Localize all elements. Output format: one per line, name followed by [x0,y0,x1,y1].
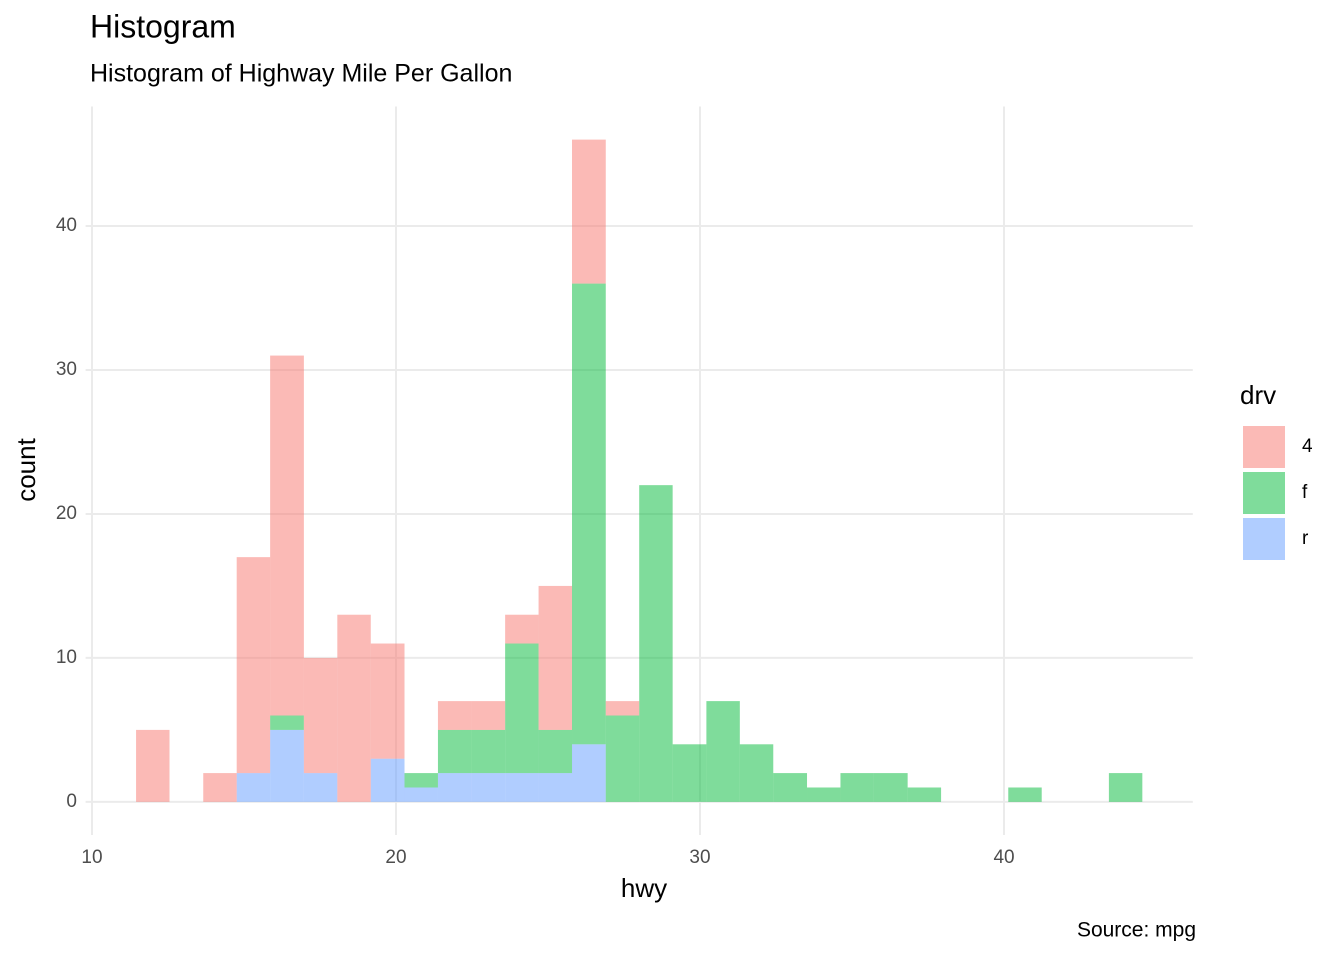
histogram-bar [505,614,539,644]
histogram-bar [1108,773,1143,802]
histogram-bar [538,773,573,802]
y-tick-label: 20 [56,503,77,524]
histogram-bar [672,744,707,802]
legend-key [1243,472,1285,514]
histogram-bar [505,773,539,802]
histogram-bar [437,701,472,730]
histogram-bar [572,744,606,802]
histogram-bar [840,773,874,802]
histogram-bar [572,283,606,745]
histogram-bar [337,614,371,802]
histogram-bar [370,643,405,759]
histogram-bar [437,729,472,774]
histogram-bar [370,758,405,802]
histogram-bar [605,715,640,802]
histogram-bar [538,585,573,730]
histogram-bar [706,701,740,802]
legend-label: r [1302,528,1309,549]
histogram-bar [203,773,237,802]
histogram-bar [572,139,606,284]
legend-key [1243,426,1285,468]
histogram-bar [773,773,808,802]
legend-key [1243,518,1285,560]
y-tick-label: 0 [66,791,77,812]
x-tick-label: 20 [385,847,406,868]
histogram-bar [639,485,673,802]
histogram-bar [1008,787,1042,802]
histogram-bar [404,787,438,802]
histogram-bar [404,773,438,788]
x-axis-title: hwy [621,873,667,903]
histogram-bar [303,657,338,774]
histogram-bar [236,773,271,802]
histogram-bar [605,701,640,716]
y-tick-label: 40 [56,215,77,236]
histogram-bar [236,557,271,774]
y-tick-label: 10 [56,647,77,668]
histogram-bar [907,787,942,802]
histogram-bar [471,773,506,802]
y-tick-label: 30 [56,359,77,380]
chart-subtitle: Histogram of Highway Mile Per Gallon [90,60,512,88]
chart-title: Histogram [90,8,236,44]
x-tick-label: 30 [689,847,710,868]
histogram-bar [136,729,170,802]
histogram-bar [270,355,304,716]
histogram-bar [538,729,573,774]
histogram-bar [270,715,304,730]
histogram-bar [471,729,506,774]
histogram-bar [807,787,841,802]
x-tick-label: 40 [993,847,1014,868]
caption: Source: mpg [1077,919,1196,942]
x-tick-label: 10 [81,847,102,868]
histogram-bar [270,729,304,802]
histogram-bar [437,773,472,802]
legend-label: f [1302,482,1308,503]
legend-title: drv [1240,380,1276,410]
histogram-bar [505,643,539,774]
legend-label: 4 [1302,436,1313,457]
histogram-bar [739,744,774,802]
histogram-bar [303,773,338,802]
y-axis-title: count [11,437,41,501]
histogram-bar [471,701,506,730]
histogram-bar [873,773,908,802]
